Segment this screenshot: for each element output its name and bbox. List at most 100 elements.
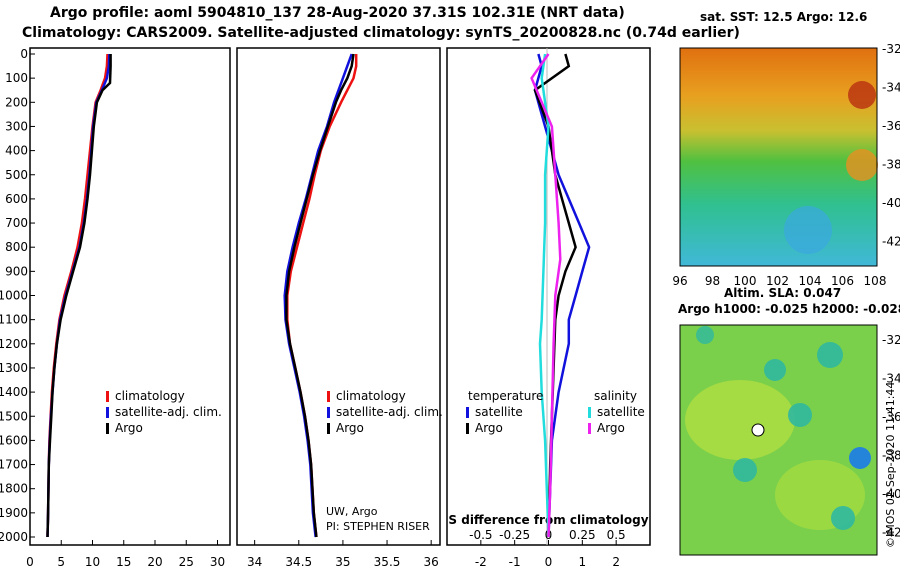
x-tick-label: 2 [612, 555, 620, 569]
x-tick-label: 0 [26, 555, 34, 569]
legend-label: satellite-adj. clim. [115, 405, 222, 419]
series-line [46, 54, 112, 538]
legend-heading: salinity [594, 389, 638, 403]
lat-tick-label: -40 [882, 487, 900, 501]
copyright-stamp: ©IMOS 02-Sep-2020 11:41:44 [884, 381, 897, 548]
x-tick-label: 34 [247, 555, 262, 569]
x-tick-label: 35.5 [374, 555, 401, 569]
legend-label: Argo [475, 421, 503, 435]
lat-tick-label: -36 [882, 119, 900, 133]
legend-label: satellite-adj. clim. [336, 405, 443, 419]
x-tick-label: 34.5 [285, 555, 312, 569]
sst-warm-patch [848, 81, 876, 109]
depth-tick-label: 1900 [0, 506, 28, 520]
lat-tick-label: -38 [882, 449, 900, 463]
sla-eddy-6 [831, 506, 855, 530]
lon-tick-label: 108 [864, 274, 887, 288]
depth-tick-label: 500 [5, 168, 28, 182]
x-tick-label: -2 [475, 555, 487, 569]
series-line [283, 53, 353, 538]
difference-panel: -2 -1 0 1 2-0.5 -0.25 0 0.25 0.5S difference fro… [448, 53, 649, 569]
lon-tick-label: 96 [672, 274, 687, 288]
lon-tick-label: 102 [766, 274, 789, 288]
depth-tick-label: 1500 [0, 409, 28, 423]
depth-tick-label: 2000 [0, 530, 28, 544]
lon-tick-label: 106 [831, 274, 854, 288]
lat-tick-label: -36 [882, 410, 900, 424]
depth-tick-label: 0 [20, 47, 28, 61]
secondary-tick-label: 0.25 [569, 528, 596, 542]
legend-label: satellite [597, 405, 645, 419]
lat-tick-label: -34 [882, 81, 900, 95]
legend-label: climatology [336, 389, 406, 403]
operator-note: UW, Argo [326, 505, 378, 518]
x-tick-label: 5 [57, 555, 65, 569]
lon-tick-label: 100 [734, 274, 757, 288]
x-tick-label: 36 [424, 555, 439, 569]
depth-tick-label: 1600 [0, 433, 28, 447]
legend-heading: temperature [468, 389, 544, 403]
x-tick-label: 25 [179, 555, 194, 569]
lat-tick-label: -32 [882, 333, 900, 347]
salinity-panel-frame [236, 47, 441, 546]
temperature-legend: climatology satellite-adj. clim. Argo [106, 388, 222, 436]
argo-position-marker [751, 423, 765, 437]
legend-label: Argo [597, 421, 625, 435]
sla-eddy-2 [764, 359, 786, 381]
series-line [286, 54, 358, 538]
temperature-panel-frame [29, 47, 231, 546]
temperature-panel: 0 5 10 15 20 25 30 [26, 53, 225, 569]
sla-eddy-5 [849, 447, 871, 469]
x-tick-label: -1 [509, 555, 521, 569]
sst-map [680, 48, 877, 266]
legend-swatch-argo [466, 422, 469, 434]
page-subtitle: Climatology: CARS2009. Satellite-adjuste… [22, 25, 740, 41]
depth-tick-label: 200 [5, 95, 28, 109]
salinity-panel: 34 34.5 35 35.5 36 [247, 53, 439, 569]
sla-eddy-3 [788, 403, 812, 427]
lat-tick-label: -42 [882, 526, 900, 540]
lon-tick-label: 104 [799, 274, 822, 288]
legend-swatch-satellite [466, 406, 469, 418]
secondary-tick-label: -0.5 [469, 528, 492, 542]
secondary-tick-label: -0.25 [499, 528, 530, 542]
depth-tick-label: 1300 [0, 361, 28, 375]
series-line [285, 53, 355, 538]
legend-label: climatology [115, 389, 185, 403]
page-title: Argo profile: aoml 5904810_137 28-Aug-20… [50, 5, 625, 21]
lat-tick-label: -38 [882, 158, 900, 172]
sst-map-title: sat. SST: 12.5 Argo: 12.6 [700, 10, 868, 24]
sla-eddy-7 [696, 326, 714, 344]
depth-tick-label: 100 [5, 71, 28, 85]
depth-tick-label: 800 [5, 240, 28, 254]
pi-note: PI: STEPHEN RISER [326, 520, 430, 533]
depth-tick-label: 900 [5, 264, 28, 278]
legend-swatch-satellite [327, 406, 330, 418]
lat-tick-label: -40 [882, 196, 900, 210]
temperature-difference-legend: temperature satellite Argo [466, 388, 543, 436]
x-tick-label: 1 [579, 555, 587, 569]
legend-swatch-sal-satellite [588, 406, 591, 418]
lat-tick-label: -34 [882, 372, 900, 386]
legend-label: satellite [475, 405, 523, 419]
sst-map-frame [679, 47, 878, 267]
series-line [533, 53, 591, 538]
sst-cool-patch [784, 206, 832, 254]
depth-tick-label: 1800 [0, 482, 28, 496]
sla-map-frame [679, 324, 878, 556]
lat-tick-label: -42 [882, 235, 900, 249]
x-tick-label: 15 [116, 555, 131, 569]
depth-tick-label: 1000 [0, 289, 28, 303]
depth-tick-label: 1100 [0, 313, 28, 327]
salinity-legend: climatology satellite-adj. clim. Argo [327, 388, 443, 436]
legend-swatch-argo [327, 422, 330, 434]
x-tick-label: 0 [545, 555, 553, 569]
x-tick-label: 30 [210, 555, 225, 569]
legend-swatch-argo [106, 422, 109, 434]
legend-swatch-climatology [106, 390, 109, 402]
sla-eddy [817, 342, 843, 368]
x-tick-label: 10 [85, 555, 100, 569]
x-tick-label: 20 [147, 555, 162, 569]
secondary-tick-label: 0.5 [607, 528, 626, 542]
